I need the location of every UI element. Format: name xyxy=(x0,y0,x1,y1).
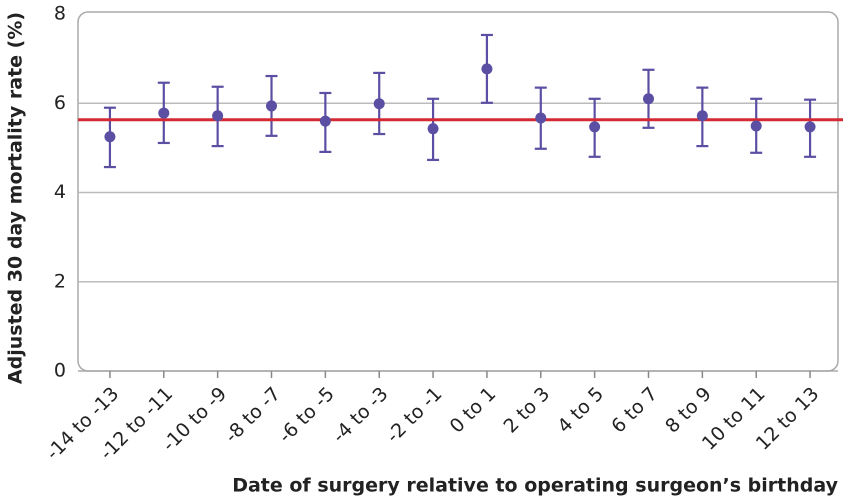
x-tick-label: 2 to 3 xyxy=(500,383,555,438)
x-axis-label: Date of surgery relative to operating su… xyxy=(232,475,838,497)
y-tick-label: 6 xyxy=(54,92,66,114)
point xyxy=(212,110,224,122)
x-tick-label: -4 to -3 xyxy=(328,383,392,447)
point xyxy=(158,107,170,119)
point xyxy=(804,121,816,133)
point xyxy=(319,115,331,127)
point xyxy=(696,110,708,122)
point xyxy=(589,121,601,133)
x-tick-label: 0 to 1 xyxy=(446,383,501,438)
y-tick-label: 2 xyxy=(54,270,66,292)
y-axis-label: Adjusted 30 day mortality rate (%) xyxy=(5,12,27,384)
point xyxy=(643,93,654,105)
point xyxy=(750,120,762,132)
x-tick-label: -8 to -7 xyxy=(221,383,285,447)
x-tick-label: 6 to 7 xyxy=(607,383,662,438)
plot-frame xyxy=(77,11,839,372)
x-tick-label: 4 to 5 xyxy=(553,383,608,438)
y-tick-label: 4 xyxy=(54,181,66,203)
point xyxy=(104,131,116,143)
point xyxy=(373,98,385,110)
y-tick-label: 0 xyxy=(54,360,66,382)
point xyxy=(481,63,493,75)
point xyxy=(535,112,547,124)
y-tick-label: 8 xyxy=(54,3,66,25)
point xyxy=(266,100,277,112)
point xyxy=(427,123,439,135)
x-tick-label: -2 to -1 xyxy=(382,383,446,447)
x-tick-label: -6 to -5 xyxy=(274,383,338,447)
